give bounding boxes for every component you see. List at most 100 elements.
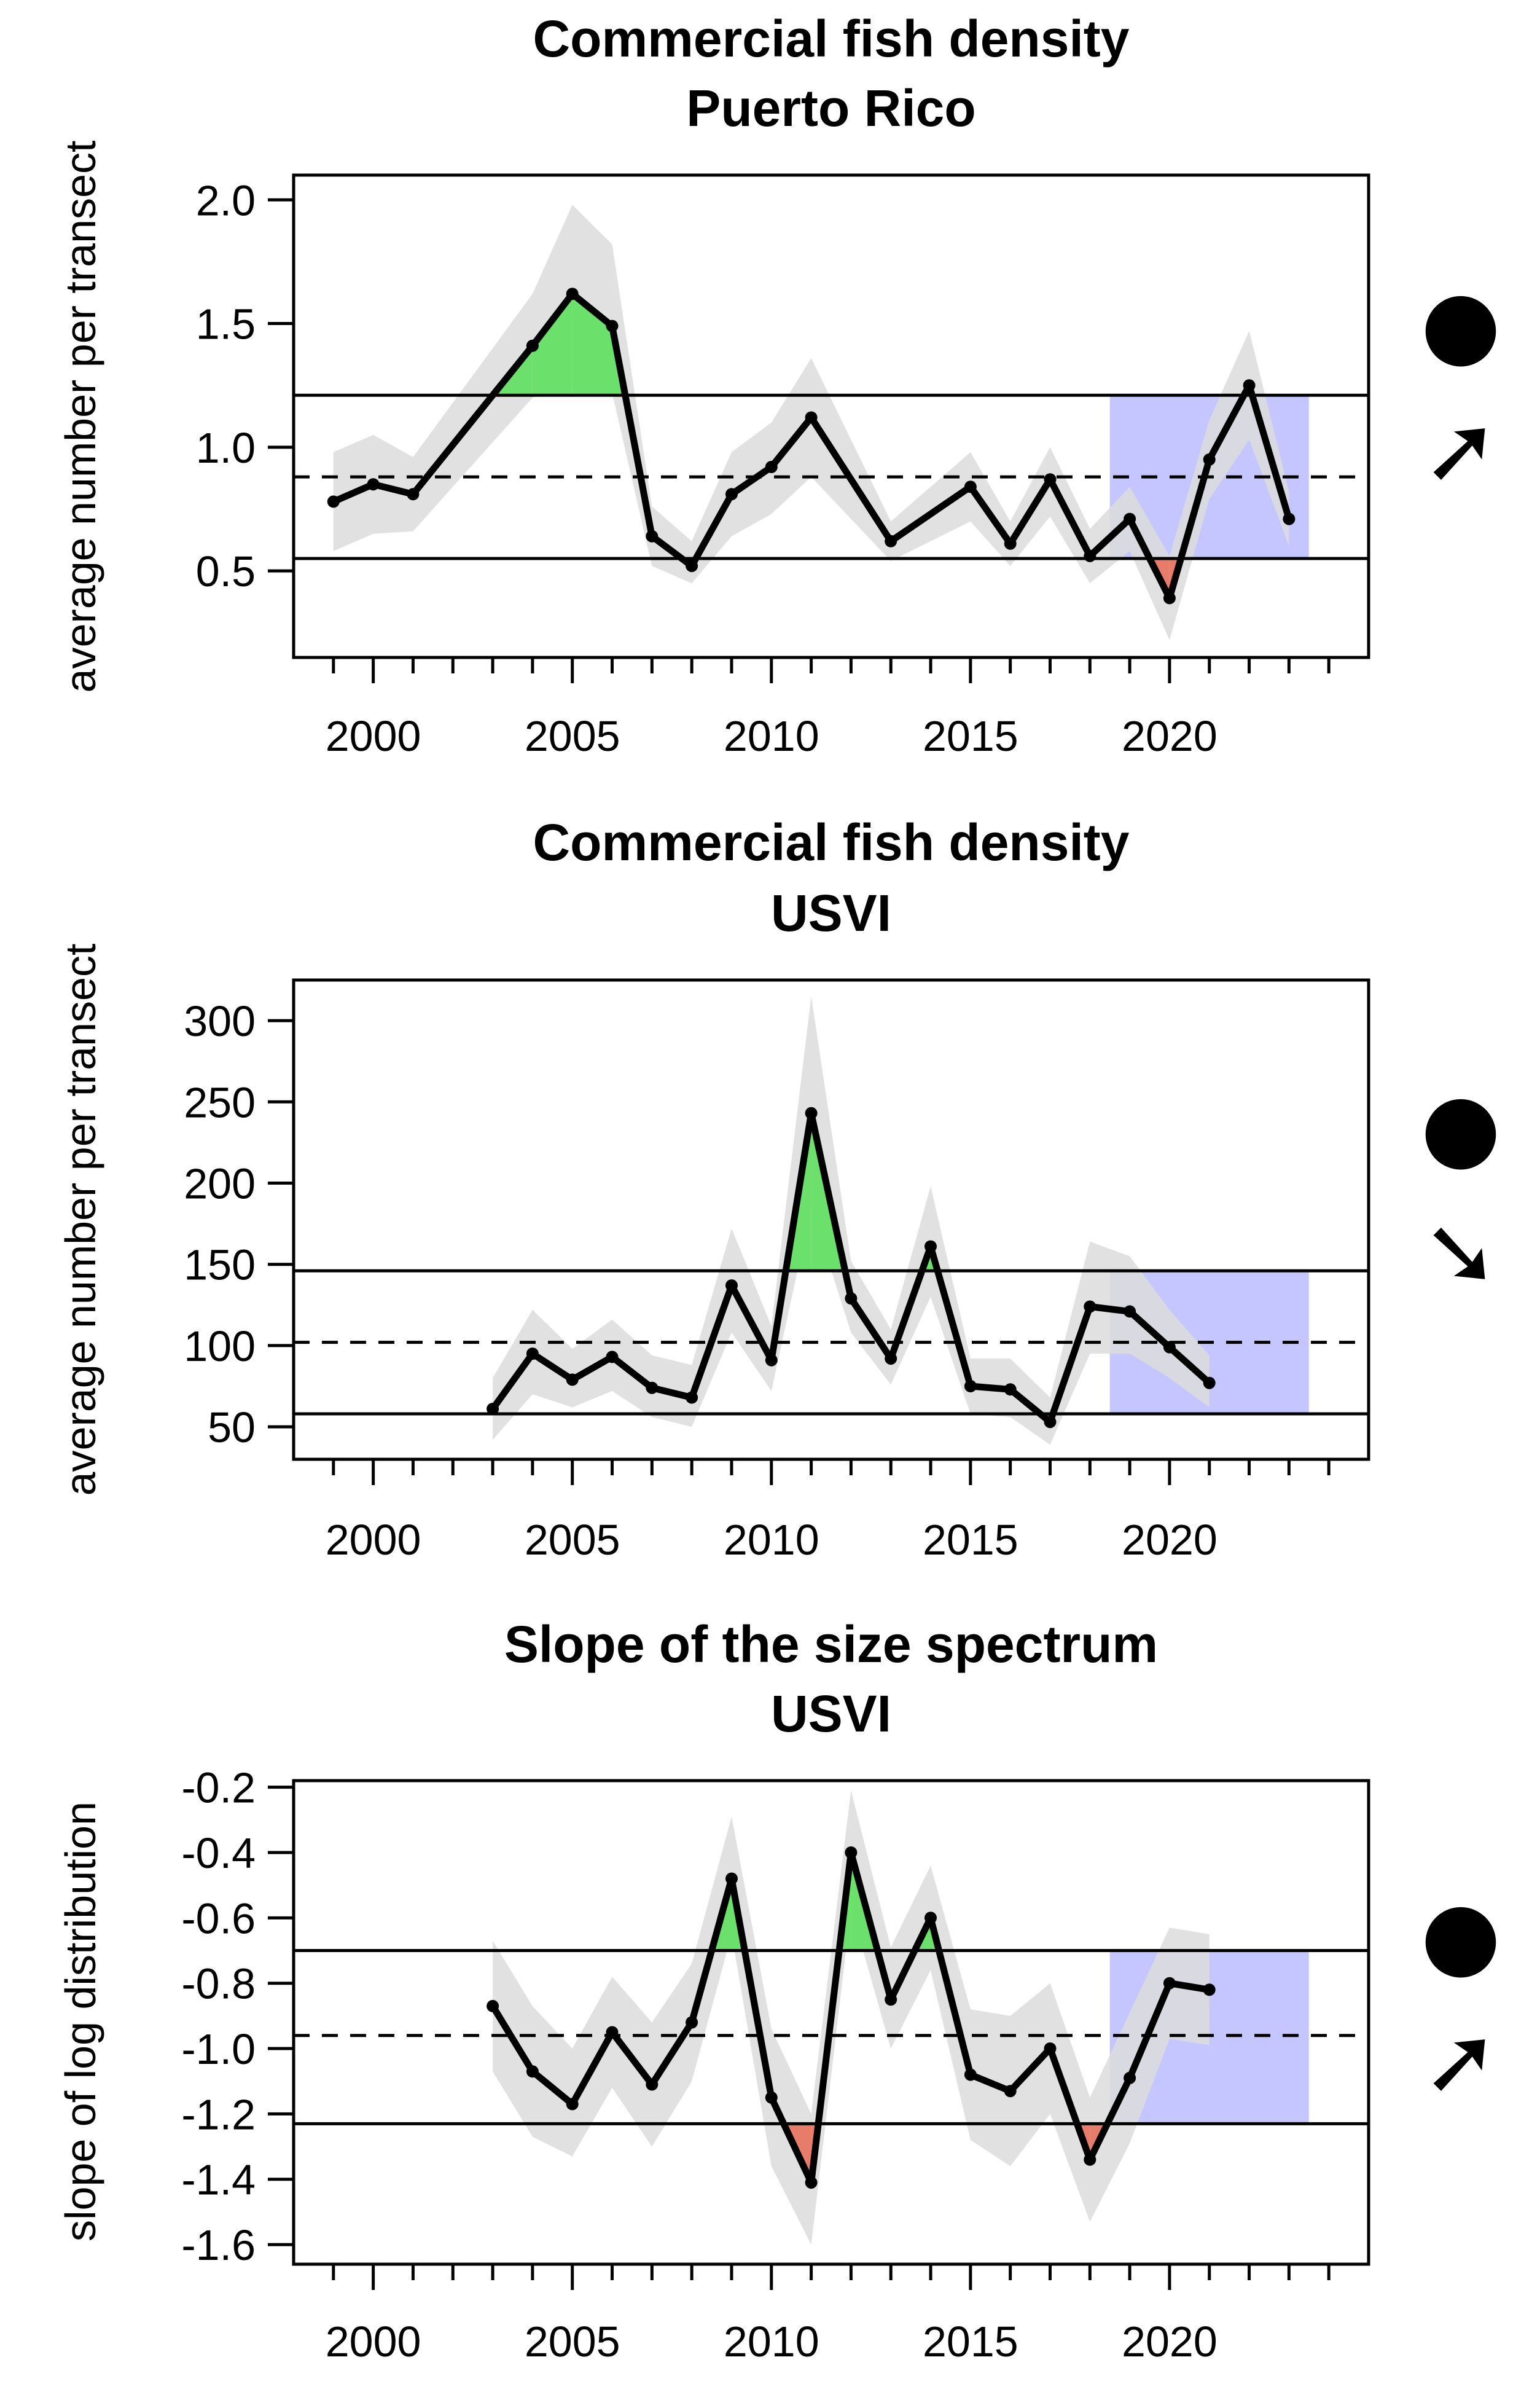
x-tick-label: 2010	[724, 2318, 819, 2366]
y-tick-label: -0.2	[181, 1764, 256, 1812]
data-point	[1163, 1977, 1176, 1990]
data-point	[1044, 473, 1057, 486]
y-tick-label: 0.5	[196, 547, 256, 595]
data-point	[566, 1373, 579, 1386]
data-point	[646, 2078, 659, 2091]
y-axis-label: average number per transect	[57, 141, 104, 693]
data-point	[1203, 453, 1216, 466]
x-tick-label: 2000	[326, 2318, 421, 2366]
data-point	[924, 1240, 937, 1253]
data-point	[1124, 2071, 1136, 2084]
data-point	[765, 1354, 778, 1367]
x-tick-label: 2005	[525, 1516, 620, 1564]
above-threshold-fill	[532, 294, 573, 396]
chart-panel-3: Slope of the size spectrum USVI -1.6 -1.4 -1…	[57, 1615, 1501, 2366]
data-point	[407, 488, 420, 501]
data-point	[765, 2091, 778, 2104]
x-tick-label: 2000	[326, 712, 421, 760]
data-point	[1084, 2153, 1096, 2166]
y-tick-label: 2.0	[196, 176, 256, 224]
trend-arrow-icon: ➚	[1422, 2007, 1499, 2114]
x-tick-label: 2015	[923, 1516, 1018, 1564]
plot-frame	[292, 978, 1370, 1461]
chart-title: Commercial fish density	[533, 814, 1130, 871]
x-tick-label: 2000	[326, 1516, 421, 1564]
x-tick-label: 2020	[1122, 2318, 1218, 2366]
data-point	[1203, 1983, 1216, 1996]
data-point	[1163, 592, 1176, 605]
x-tick-label: 2010	[724, 712, 819, 760]
data-point	[725, 488, 738, 501]
data-point	[487, 1403, 499, 1415]
data-point	[367, 478, 380, 491]
x-tick-label: 2015	[923, 2318, 1018, 2366]
data-point	[964, 480, 977, 493]
trend-arrow-icon: ➘	[1422, 1199, 1499, 1306]
data-point	[566, 2098, 579, 2111]
y-tick-label: -1.4	[181, 2156, 256, 2204]
data-point	[845, 1292, 858, 1305]
plot-area	[294, 1790, 1369, 2245]
x-tick-label: 2005	[525, 2318, 620, 2366]
chart-title: Slope of the size spectrum	[504, 1615, 1158, 1673]
data-point	[686, 1391, 698, 1404]
data-point	[1124, 512, 1136, 525]
data-point	[526, 339, 539, 352]
data-point	[1044, 2042, 1057, 2055]
data-point	[845, 1846, 858, 1859]
chart-title: Commercial fish density	[533, 10, 1130, 68]
data-point	[526, 1347, 539, 1360]
data-point	[805, 2176, 818, 2189]
x-tick-label: 2015	[923, 712, 1018, 760]
y-tick-label: -1.0	[181, 2025, 256, 2073]
chart-subtitle: USVI	[771, 884, 891, 942]
data-point	[1084, 1300, 1096, 1313]
x-tick-label: 2010	[724, 1516, 819, 1564]
data-point	[606, 2026, 619, 2039]
data-point	[924, 1912, 937, 1924]
data-point	[1243, 379, 1256, 392]
data-point	[1044, 1416, 1057, 1429]
x-tick-label: 2005	[525, 712, 620, 760]
data-point	[1163, 1341, 1176, 1354]
data-point	[1084, 549, 1096, 562]
chart-subtitle: Puerto Rico	[686, 79, 975, 137]
trend-indicators: ●➘	[1421, 1073, 1501, 1306]
data-point	[327, 495, 340, 508]
y-tick-label: -0.6	[181, 1894, 256, 1942]
plot-area	[294, 996, 1369, 1445]
data-point	[606, 320, 619, 332]
data-point	[964, 2068, 977, 2081]
data-point	[566, 288, 579, 300]
data-point	[646, 1381, 659, 1394]
data-point	[765, 461, 778, 473]
data-point	[1004, 1383, 1017, 1396]
data-point	[646, 530, 659, 543]
mean-indicator-icon: ●	[1421, 270, 1501, 377]
y-tick-label: -1.6	[181, 2221, 256, 2269]
x-tick-label: 2020	[1122, 712, 1218, 760]
trend-indicators: ●➚	[1421, 1881, 1501, 2114]
data-point	[805, 411, 818, 424]
y-tick-label: 50	[208, 1403, 256, 1451]
data-point	[686, 560, 698, 573]
y-tick-label: -0.8	[181, 1960, 256, 2008]
data-point	[805, 1107, 818, 1120]
trend-arrow-icon: ➚	[1422, 396, 1499, 503]
chart-subtitle: USVI	[771, 1685, 891, 1743]
y-tick-label: 100	[184, 1322, 256, 1370]
data-point	[1203, 1376, 1216, 1389]
y-axis-label: average number per transect	[57, 944, 104, 1496]
y-tick-label: 150	[184, 1241, 256, 1289]
confidence-band	[493, 996, 1210, 1445]
y-axis-label: slope of log distribution	[57, 1802, 104, 2241]
data-point	[885, 1352, 897, 1365]
data-point	[1004, 537, 1017, 550]
data-point	[964, 1380, 977, 1392]
x-tick-label: 2020	[1122, 1516, 1218, 1564]
plot-frame	[292, 1779, 1370, 2266]
chart-panel-1: Commercial fish density Puerto Rico 0.5 1.0…	[57, 10, 1501, 760]
y-tick-label: -0.4	[181, 1829, 256, 1877]
data-point	[487, 1999, 499, 2012]
